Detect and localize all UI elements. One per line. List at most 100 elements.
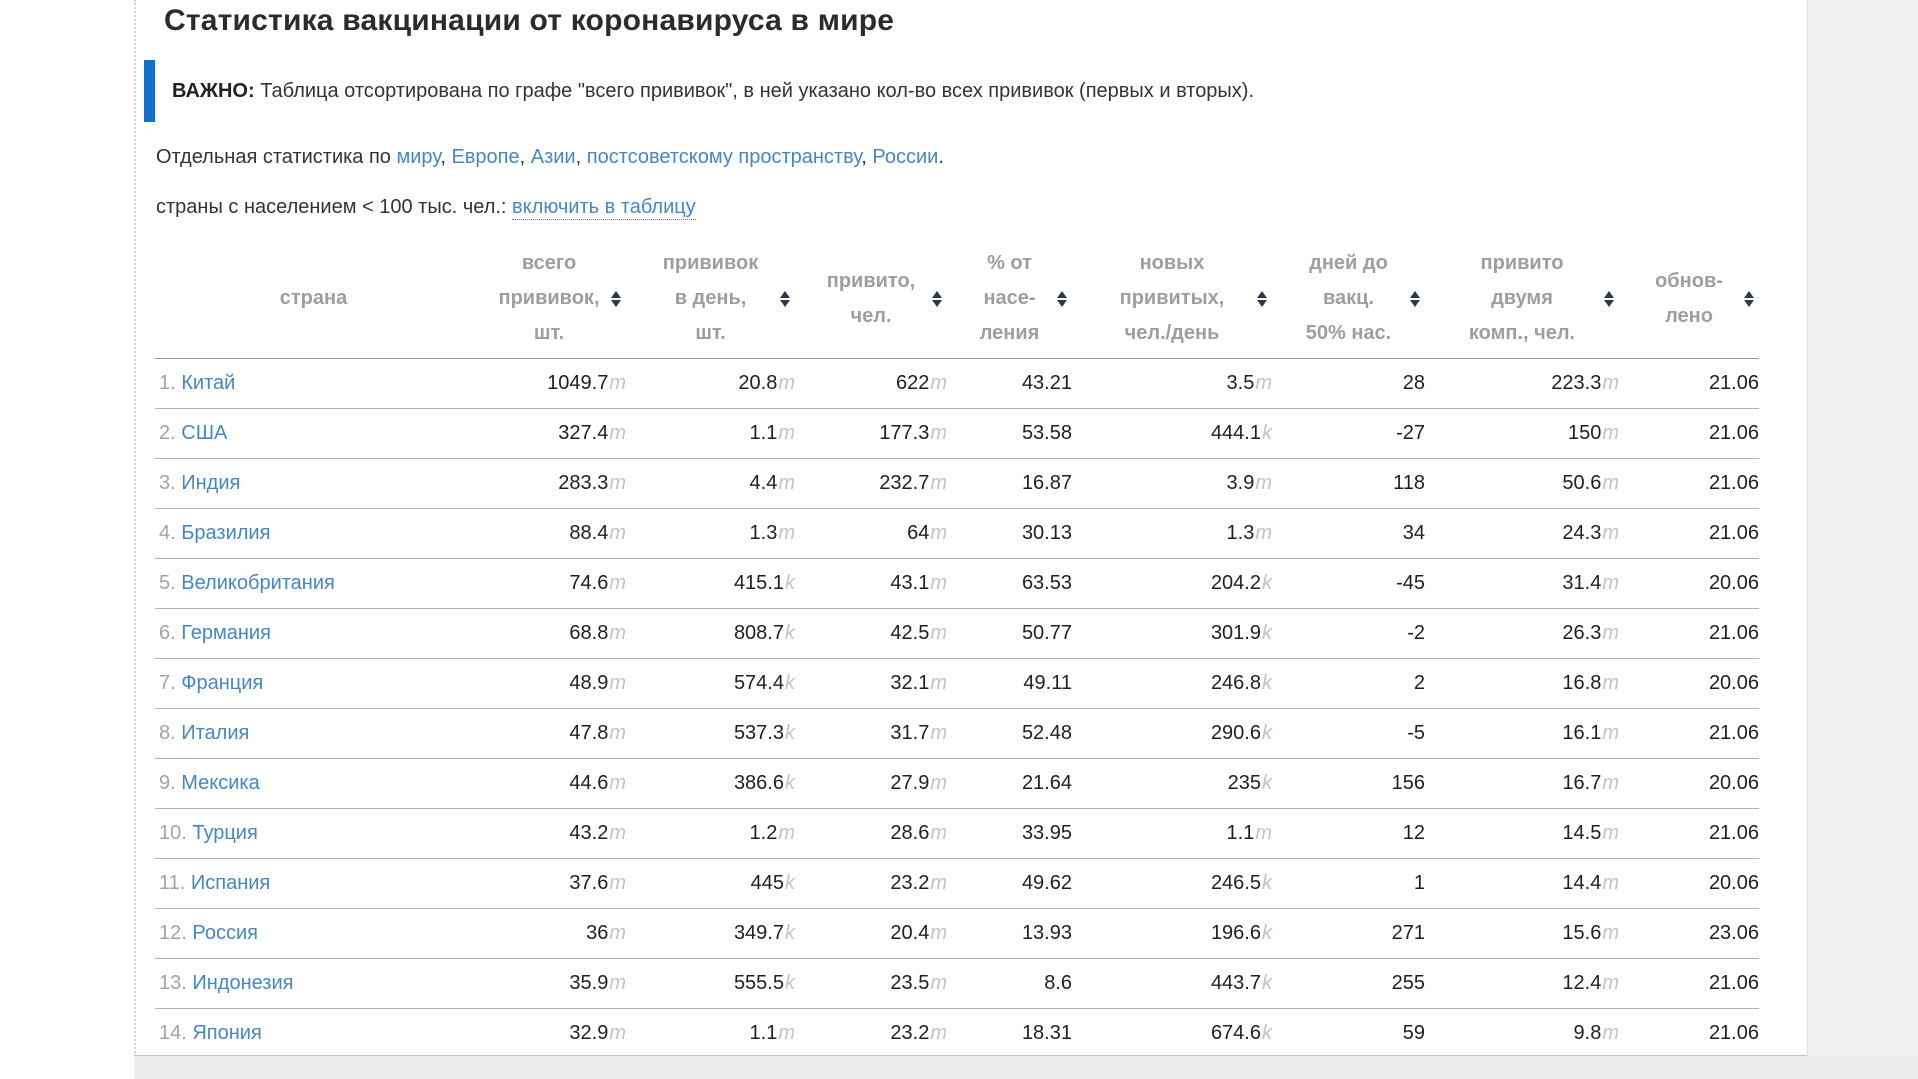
column-header-days_to_50[interactable]: дней до вакц. 50% нас.	[1272, 240, 1425, 359]
country-link[interactable]: США	[181, 421, 228, 444]
unit-suffix: m	[1255, 821, 1272, 844]
row-rank: 5.	[159, 571, 182, 594]
cell-value: 21.64	[1021, 771, 1072, 794]
country-link[interactable]: Испания	[190, 871, 271, 894]
column-header-line: в день,	[674, 287, 747, 310]
cell-value: 301.9	[1210, 621, 1261, 644]
column-header-vaccinated[interactable]: привито, чел.	[795, 240, 947, 359]
unit-suffix: m	[1602, 971, 1619, 994]
unit-suffix: m	[1602, 1021, 1619, 1044]
cell-value: 35.9	[569, 971, 609, 994]
sort-icon[interactable]	[780, 290, 790, 307]
sort-down-arrow-icon	[1744, 299, 1754, 307]
sort-up-arrow-icon	[1257, 290, 1267, 298]
include-in-table-link[interactable]: включить в таблицу	[512, 196, 696, 220]
sort-icon[interactable]	[1257, 290, 1267, 307]
cell-value: 1.1	[1226, 821, 1255, 844]
country-link[interactable]: Турция	[192, 821, 258, 844]
cell-value: 42.5	[890, 621, 930, 644]
stats-link-3[interactable]: постсоветскому пространству	[586, 146, 862, 168]
unit-suffix: m	[1255, 471, 1272, 494]
country-link[interactable]: Китай	[181, 371, 236, 394]
stats-link-2[interactable]: Азии	[530, 146, 576, 168]
stats-link-4[interactable]: России	[872, 146, 939, 168]
cell-country: 2. США	[155, 408, 472, 459]
country-link[interactable]: Германия	[181, 621, 271, 644]
cell-value: 53.58	[1021, 421, 1072, 444]
cell-value: 20.06	[1708, 671, 1759, 694]
sort-icon[interactable]	[932, 290, 942, 307]
sort-icon[interactable]	[1744, 290, 1754, 307]
country-link[interactable]: Индонезия	[192, 971, 294, 994]
cell-two_comp: 31.4m	[1425, 558, 1619, 609]
cell-new_per_day: 444.1k	[1072, 408, 1272, 459]
country-link[interactable]: Япония	[192, 1021, 262, 1044]
column-header-per_day[interactable]: прививок в день, шт.	[626, 240, 795, 359]
cell-value: 18.31	[1021, 1021, 1072, 1044]
unit-suffix: m	[609, 921, 626, 944]
column-header-two_comp[interactable]: привито двумя комп., чел.	[1425, 240, 1619, 359]
country-link[interactable]: Индия	[181, 471, 241, 494]
column-header-pct[interactable]: % от насе-ления	[947, 240, 1072, 359]
unit-suffix: m	[778, 821, 795, 844]
column-header-line: вакц.	[1322, 287, 1374, 310]
unit-suffix: m	[930, 771, 947, 794]
cell-value: 21.06	[1708, 1021, 1759, 1044]
cell-value: 246.8	[1210, 671, 1261, 694]
row-rank: 6.	[159, 621, 182, 644]
country-link[interactable]: Италия	[181, 721, 250, 744]
cell-pct: 21.64	[947, 758, 1072, 809]
cell-vaccinated: 20.4m	[795, 908, 947, 959]
cell-value: 1.1	[749, 1021, 778, 1044]
cell-vaccinated: 232.7m	[795, 458, 947, 509]
column-header-total[interactable]: всего прививок, шт.	[472, 240, 626, 359]
row-rank: 11.	[159, 871, 191, 894]
cell-value: 34	[1402, 521, 1425, 544]
unit-suffix: m	[1602, 621, 1619, 644]
column-header-line: всего	[521, 252, 577, 275]
cell-value: 16.87	[1021, 471, 1072, 494]
unit-suffix: m	[1602, 571, 1619, 594]
sort-up-arrow-icon	[611, 290, 621, 298]
cell-value: 1.3	[1226, 521, 1255, 544]
table-row: 1. Китай 1049.7m 20.8m 622m 43.21 3.5m 28 223.3…	[155, 358, 1759, 409]
cell-new_per_day: 196.6k	[1072, 908, 1272, 959]
cell-value: 255	[1391, 971, 1425, 994]
country-link[interactable]: Бразилия	[181, 521, 271, 544]
cell-value: -5	[1407, 721, 1425, 744]
unit-suffix: m	[930, 871, 947, 894]
sort-icon[interactable]	[1057, 290, 1067, 307]
cell-updated: 20.06	[1619, 858, 1759, 909]
sort-icon[interactable]	[1410, 290, 1420, 307]
cell-value: 23.2	[890, 1021, 930, 1044]
cell-value: 64	[907, 521, 930, 544]
cell-value: 23.2	[890, 871, 930, 894]
cell-pct: 53.58	[947, 408, 1072, 459]
cell-value: 21.06	[1708, 971, 1759, 994]
cell-per_day: 415.1k	[626, 558, 795, 609]
column-header-line: шт.	[695, 322, 726, 345]
column-header-new_per_day[interactable]: новых привитых, чел./день	[1072, 240, 1272, 359]
cell-per_day: 574.4k	[626, 658, 795, 709]
cell-value: 20.4	[890, 921, 930, 944]
stats-link-1[interactable]: Европе	[451, 146, 520, 168]
cell-vaccinated: 23.2m	[795, 858, 947, 909]
cell-value: 23.06	[1708, 921, 1759, 944]
country-link[interactable]: Мексика	[181, 771, 260, 794]
stats-link-0[interactable]: миру	[396, 146, 441, 168]
cell-vaccinated: 28.6m	[795, 808, 947, 859]
sort-up-arrow-icon	[932, 290, 942, 298]
column-header-updated[interactable]: обнов-лено	[1619, 240, 1759, 359]
country-link[interactable]: Великобритания	[181, 571, 335, 594]
unit-suffix: m	[609, 871, 626, 894]
cell-vaccinated: 43.1m	[795, 558, 947, 609]
unit-suffix: k	[785, 871, 795, 894]
country-link[interactable]: Франция	[181, 671, 264, 694]
sort-icon[interactable]	[611, 290, 621, 307]
sort-down-arrow-icon	[932, 299, 942, 307]
country-link[interactable]: Россия	[192, 921, 258, 944]
sort-icon[interactable]	[1604, 290, 1614, 307]
unit-suffix: m	[609, 971, 626, 994]
cell-value: 443.7	[1210, 971, 1261, 994]
cell-two_comp: 16.1m	[1425, 708, 1619, 759]
